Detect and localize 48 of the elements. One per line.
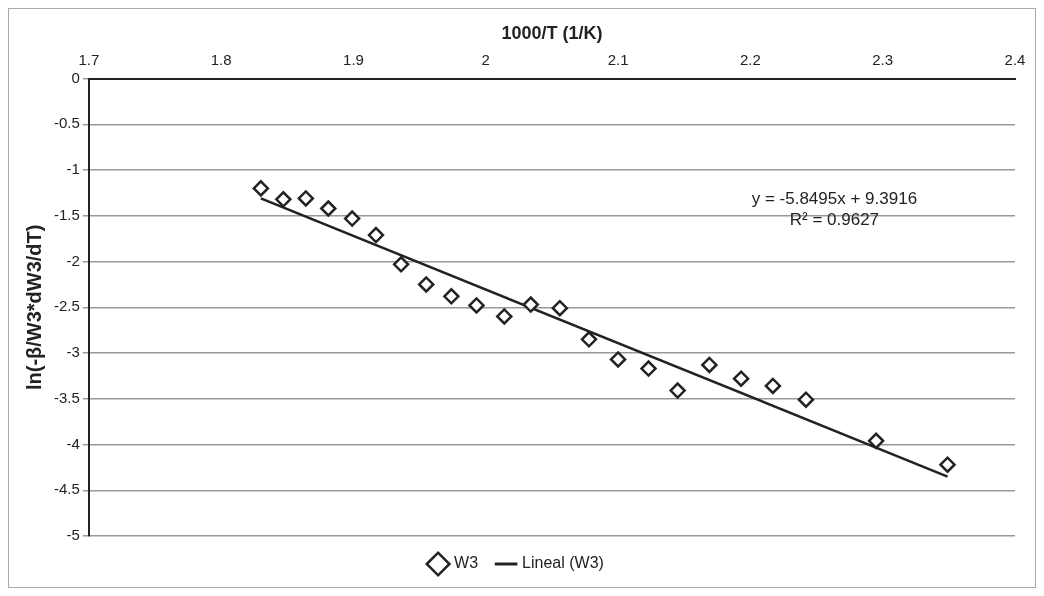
annotation: y = -5.8495x + 9.3916 <box>751 189 918 209</box>
point <box>522 296 539 313</box>
point <box>797 391 815 408</box>
y-tick-label: -5 <box>66 526 80 544</box>
point <box>939 456 956 473</box>
y-tick-label: -4 <box>66 434 80 452</box>
y-tick-label: -2 <box>66 251 80 269</box>
point <box>609 351 627 368</box>
point <box>417 276 435 293</box>
x-axis-title: 1000/T (1/K) <box>501 22 603 43</box>
x-tick-label: 2.4 <box>1004 50 1026 68</box>
point <box>669 382 686 399</box>
y-tick-label: -2.5 <box>53 297 80 315</box>
point <box>443 288 460 305</box>
point <box>764 377 782 395</box>
x-tick-label: 2.1 <box>607 50 629 68</box>
point <box>367 226 385 244</box>
point <box>496 308 513 325</box>
point <box>640 360 657 377</box>
point <box>320 200 337 217</box>
x-tick-label: 1.7 <box>78 50 100 68</box>
y-tick-label: -1 <box>66 160 80 178</box>
point <box>551 299 569 317</box>
point <box>343 210 361 227</box>
y-tick-label: -3.5 <box>53 388 80 406</box>
x-tick-label: 2 <box>481 50 490 68</box>
annotation: R² = 0.9627 <box>789 210 880 230</box>
x-tick-label: 2.3 <box>872 50 894 68</box>
point <box>580 331 598 348</box>
x-tick-label: 1.9 <box>343 50 364 68</box>
point <box>392 256 410 273</box>
point <box>468 297 485 314</box>
x-tick-label: 1.8 <box>210 50 232 68</box>
point <box>275 191 292 208</box>
x-tick-label: 2.2 <box>739 50 761 68</box>
y-tick-label: -1.5 <box>53 205 80 223</box>
y-tick-label: -3 <box>66 343 80 361</box>
legend-label: Lineal (W3) <box>522 554 604 572</box>
point <box>732 370 750 387</box>
point <box>701 356 718 374</box>
point <box>867 432 885 450</box>
point <box>297 190 315 207</box>
y-tick-label: -4.5 <box>53 480 80 498</box>
y-axis-title: ln(-β/W3*dW3/dT) <box>22 224 45 391</box>
y-tick-label: 0 <box>71 68 80 86</box>
point <box>252 180 270 197</box>
legend-label: W3 <box>454 554 479 572</box>
y-tick-label: -0.5 <box>53 114 80 132</box>
